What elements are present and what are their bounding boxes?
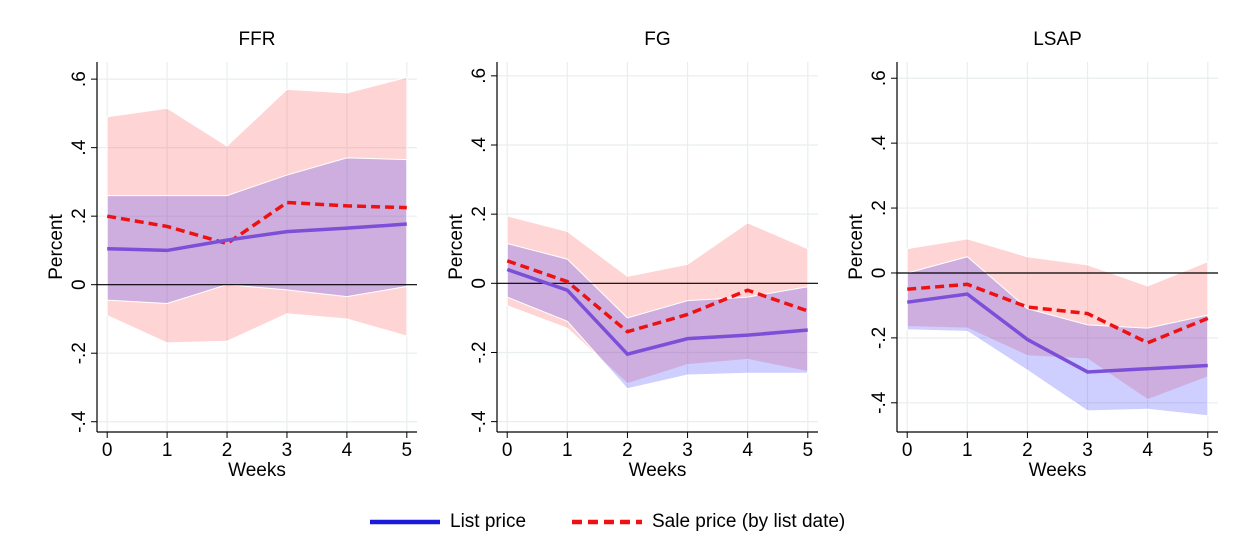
y-axis-label: Percent	[846, 214, 867, 280]
x-tick-label: 5	[402, 440, 413, 461]
x-tick-label: 3	[1082, 440, 1093, 461]
x-tick-label: 4	[742, 440, 753, 461]
x-axis-label: Weeks	[1029, 460, 1087, 481]
y-tick-label: -.4	[869, 391, 890, 414]
y-tick-label: -.2	[69, 342, 90, 364]
y-tick-label: .2	[869, 200, 890, 216]
y-tick-label: -.4	[69, 410, 90, 433]
x-tick-label: 1	[162, 440, 173, 461]
x-tick-label: 4	[1142, 440, 1153, 461]
y-tick-label: .6	[869, 70, 890, 86]
x-tick-label: 2	[1022, 440, 1033, 461]
x-tick-label: 5	[1202, 440, 1213, 461]
y-tick-label: .6	[69, 71, 90, 87]
confidence-band	[906, 256, 1209, 417]
panel-title: LSAP	[1033, 29, 1082, 50]
x-axis-label: Weeks	[629, 460, 687, 481]
x-tick-label: 0	[502, 440, 513, 461]
confidence-band	[506, 242, 809, 390]
series-line	[107, 222, 407, 253]
y-tick-label: 0	[869, 268, 890, 279]
confidence-band	[106, 76, 408, 344]
y-tick-label: 0	[69, 279, 90, 290]
y-axis-label: Percent	[446, 214, 467, 280]
x-tick-label: 2	[622, 440, 633, 461]
x-tick-label: 1	[962, 440, 973, 461]
panel-title: FFR	[239, 29, 276, 50]
series-line	[906, 292, 1208, 374]
y-tick-label: .2	[469, 206, 490, 222]
series-line	[506, 259, 809, 334]
y-tick-label: -.2	[469, 341, 490, 363]
y-tick-label: 0	[469, 278, 490, 289]
y-tick-label: .4	[469, 137, 490, 153]
x-tick-label: 4	[342, 440, 353, 461]
x-tick-label: 0	[102, 440, 113, 461]
legend-label: Sale price (by list date)	[652, 511, 845, 532]
x-tick-label: 2	[222, 440, 233, 461]
y-tick-label: .4	[869, 135, 890, 151]
confidence-band	[106, 157, 408, 305]
x-tick-label: 5	[802, 440, 813, 461]
series-line	[907, 282, 1209, 345]
legend-label: List price	[450, 511, 526, 532]
series-line	[506, 267, 808, 357]
panel: FG -.4 -.2 0 .2 .4 .6 0 1 2 3 4 5 Weeks Percent	[446, 29, 818, 481]
y-tick-label: .6	[469, 68, 490, 84]
y-tick-label: .4	[69, 139, 90, 155]
x-axis-label: Weeks	[228, 460, 286, 481]
y-tick-label: -.4	[469, 410, 490, 433]
x-tick-label: 1	[562, 440, 573, 461]
series-line	[106, 200, 407, 246]
y-tick-label: .2	[69, 208, 90, 224]
panel: FFR -.4 -.2 0 .2 .4 .6 0 1 2 3 4 5 Weeks Percent	[46, 29, 417, 481]
y-tick-label: -.2	[869, 327, 890, 349]
x-tick-label: 0	[902, 440, 913, 461]
panel: LSAP -.4 -.2 0 .2 .4 .6 0 1 2 3 4 5 Weeks Percent	[846, 29, 1218, 481]
y-axis-label: Percent	[46, 214, 67, 280]
panel-title: FG	[644, 29, 670, 50]
x-tick-label: 3	[682, 440, 693, 461]
x-tick-label: 3	[282, 440, 293, 461]
